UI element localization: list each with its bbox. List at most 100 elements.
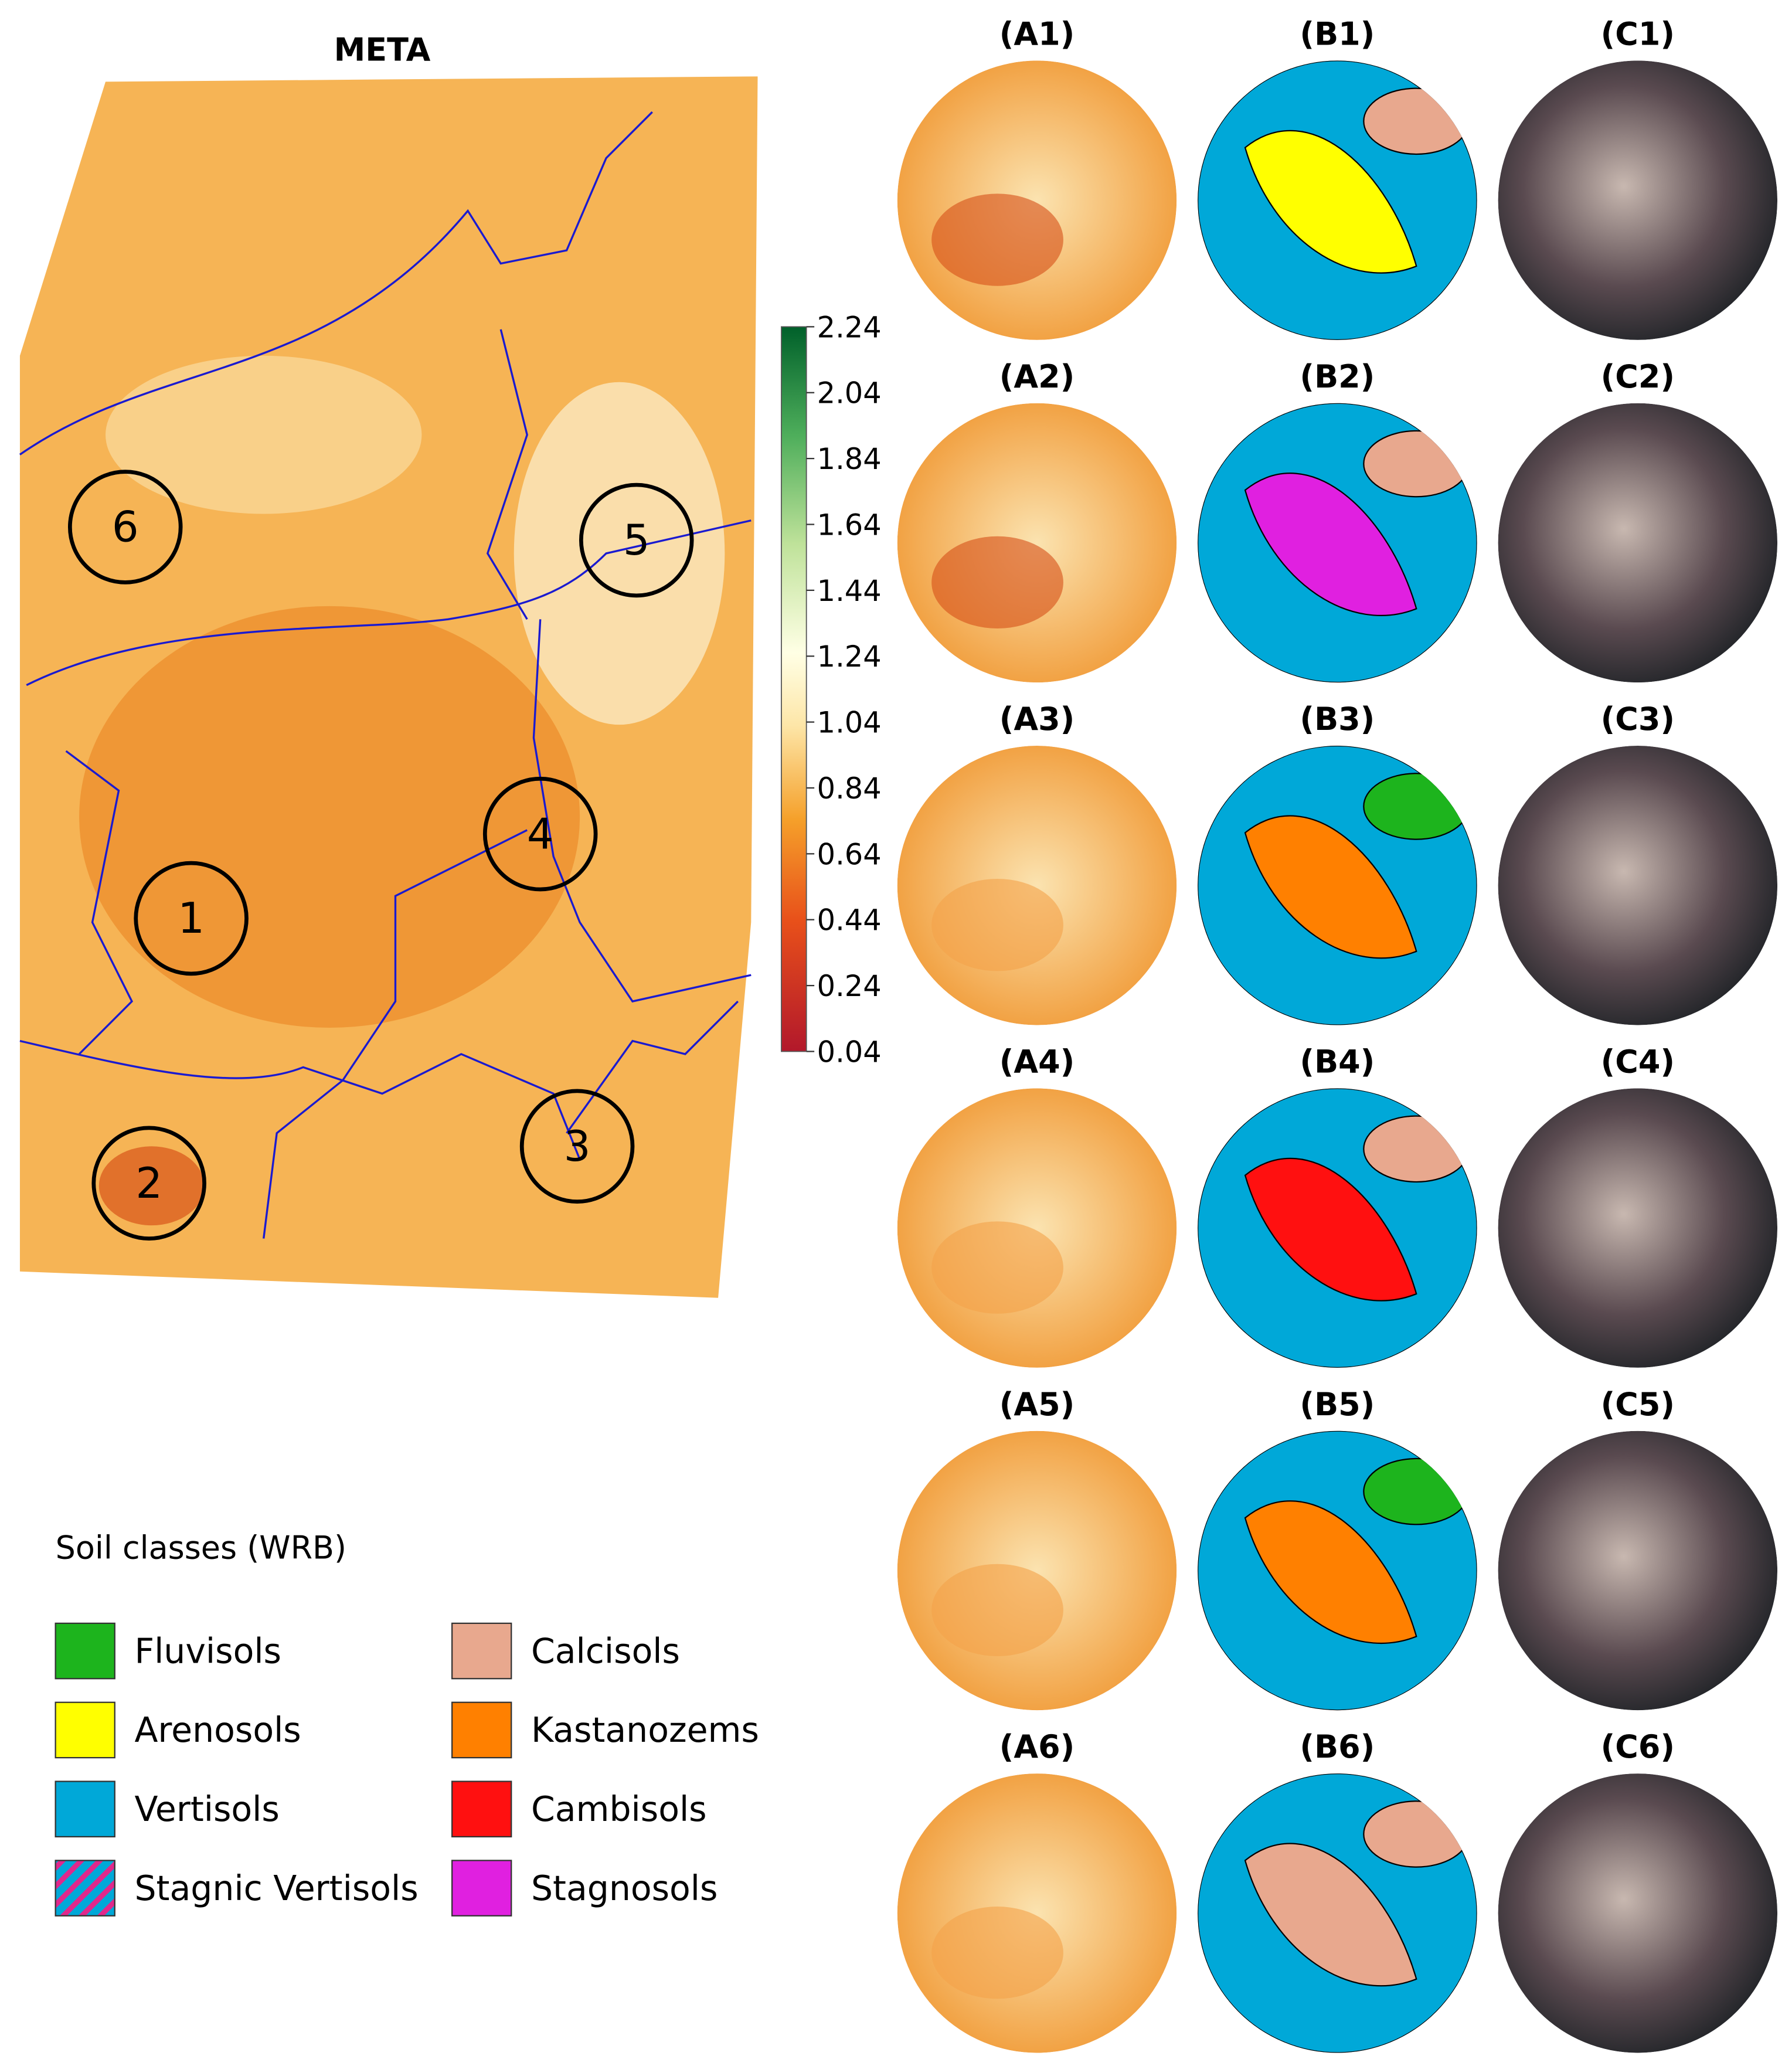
satellite-image [1498,1773,1778,2053]
soil-patch [1244,1843,1417,1987]
panel-label: (A1) [999,15,1075,52]
colorbar-tick-label: 1.24 [817,640,882,674]
index-patch [931,879,1063,971]
legend-swatch [55,1701,115,1759]
satellite-image [1498,1088,1778,1368]
panel-image [1198,1430,1477,1711]
soil-patch [1363,430,1470,498]
panel-image [1198,1773,1477,2053]
soil-patch [1363,1457,1470,1525]
panel-image [1198,1088,1477,1368]
satellite-image [1498,403,1778,683]
soil-patch [1363,1115,1470,1183]
site-circle [67,470,183,585]
site-circle [91,1126,206,1241]
index-map [897,1773,1177,2053]
soil-patch [1244,1157,1417,1302]
site-circle [579,482,694,598]
panel-image [1498,1088,1778,1368]
panel-image [1498,746,1778,1025]
panel-image [897,746,1177,1025]
map-title: META [334,31,431,68]
panel-label: (A5) [999,1386,1075,1423]
legend-label: Arenosols [134,1710,301,1750]
panel-label: (A6) [999,1728,1075,1765]
soil-patch [1244,815,1417,959]
panel-label: (B5) [1300,1386,1375,1423]
map [19,76,758,1298]
panel-label: (B2) [1300,358,1375,395]
site-label: 3 [564,1122,591,1171]
index-patch [931,193,1063,286]
panel-label: (C2) [1601,358,1675,395]
legend-label: Vertisols [134,1789,279,1829]
colorbar-tick-label: 1.84 [817,442,882,476]
legend-label: Kastanozems [531,1710,759,1750]
legend-label: Stagnosols [531,1868,718,1908]
legend-label: Calcisols [531,1631,680,1671]
legend-swatch [55,1860,115,1917]
index-map [897,1430,1177,1711]
site-label: 1 [178,893,205,943]
colorbar-tick-label: 0.64 [817,837,882,871]
site-label: 2 [135,1158,162,1208]
panel-label: (C1) [1601,15,1675,52]
panel-image [1498,1773,1778,2053]
colorbar-tick-label: 0.44 [817,903,882,937]
panel-image [1198,60,1477,340]
colorbar-tick-label: 2.04 [817,376,882,410]
index-map [897,60,1177,340]
panel-image [1498,1430,1778,1711]
legend-swatch [55,1780,115,1838]
legend-swatch [55,1622,115,1680]
legend-swatch [451,1780,512,1838]
site-circle [519,1089,635,1204]
panel-label: (B1) [1300,15,1375,52]
panel-label: (C6) [1601,1728,1675,1765]
colorbar [781,326,807,1052]
index-patch [931,536,1063,629]
soil-patch [1363,87,1470,155]
index-map [897,1088,1177,1368]
panel-label: (B6) [1300,1728,1375,1765]
panel-image [897,60,1177,340]
panel-image [1198,403,1477,683]
panel-image [1198,746,1477,1025]
panel-label: (A4) [999,1043,1075,1080]
panel-label: (A3) [999,701,1075,738]
colorbar-tick-label: 0.04 [817,1035,882,1069]
legend-swatch [451,1860,512,1917]
colorbar-tick-label: 1.64 [817,508,882,542]
panel-label: (B3) [1300,701,1375,738]
panel-label: (C5) [1601,1386,1675,1423]
panel-image [897,1773,1177,2053]
satellite-image [1498,1430,1778,1711]
site-circle [134,861,249,976]
satellite-image [1498,746,1778,1025]
index-map [897,746,1177,1025]
soil-patch [1363,1800,1470,1868]
legend-title: Soil classes (WRB) [56,1530,346,1567]
soil-patch [1244,473,1417,616]
panel-image [897,1430,1177,1711]
index-map [897,403,1177,683]
panel-image [1498,60,1778,340]
panel-label: (C3) [1601,701,1675,738]
soil-patch [1244,130,1417,274]
panel-image [897,403,1177,683]
site-circle [482,776,598,892]
colorbar-tick-label: 0.24 [817,969,882,1003]
panel-label: (B4) [1300,1043,1375,1080]
panel-image [1498,403,1778,683]
index-patch [931,1221,1063,1314]
site-label: 4 [527,809,554,858]
legend-label: Cambisols [531,1789,707,1829]
colorbar-tick-label: 2.24 [817,310,882,344]
site-label: 5 [623,515,650,565]
soil-patch [1363,773,1470,840]
legend-label: Fluvisols [134,1631,281,1671]
soil-patch [1244,1500,1417,1644]
legend-swatch [451,1701,512,1759]
site-label: 6 [112,502,139,552]
